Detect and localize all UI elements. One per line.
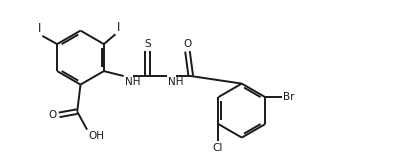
- Text: Cl: Cl: [212, 143, 222, 152]
- Text: I: I: [116, 21, 120, 33]
- Text: O: O: [49, 110, 57, 120]
- Text: OH: OH: [88, 131, 104, 141]
- Text: NH: NH: [168, 77, 183, 87]
- Text: I: I: [38, 22, 41, 35]
- Text: NH: NH: [125, 77, 140, 87]
- Text: S: S: [144, 39, 150, 49]
- Text: Br: Br: [283, 92, 295, 102]
- Text: O: O: [183, 39, 191, 49]
